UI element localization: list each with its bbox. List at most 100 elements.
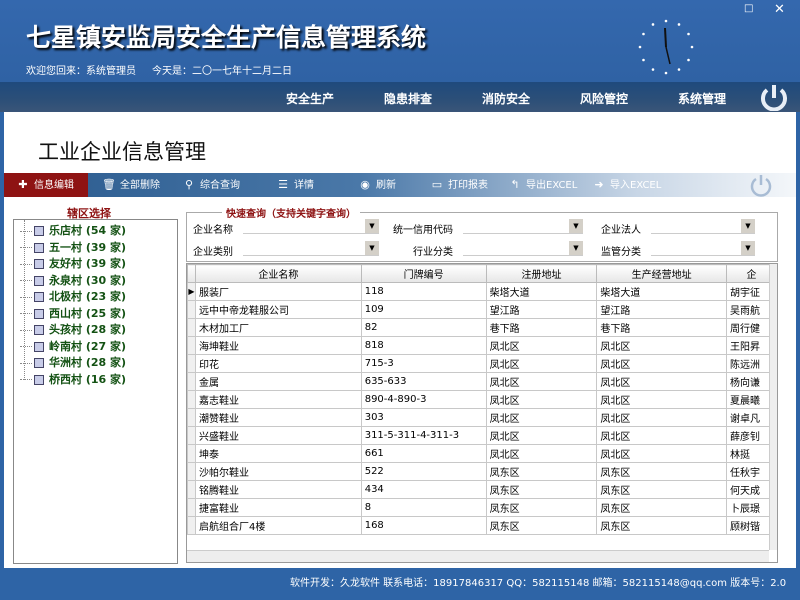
table-cell[interactable]: 凤北区 <box>485 354 598 373</box>
row-header[interactable] <box>187 354 196 373</box>
current-row-indicator[interactable]: ▶ <box>187 282 196 301</box>
table-cell[interactable]: 凤东区 <box>596 462 728 481</box>
table-cell[interactable]: 凤东区 <box>596 480 728 499</box>
table-cell[interactable]: 坤泰 <box>194 444 362 463</box>
table-cell[interactable]: 凤北区 <box>596 426 728 445</box>
table-cell[interactable]: 凤东区 <box>485 480 598 499</box>
table-cell[interactable]: 凤北区 <box>485 336 598 355</box>
table-row[interactable]: 铭腾鞋业 434 凤东区 凤东区 何天成 <box>187 480 777 499</box>
column-header[interactable]: 企业名称 <box>194 264 362 283</box>
table-cell[interactable]: 望江路 <box>485 300 598 319</box>
chevron-down-icon[interactable]: ▼ <box>365 241 379 255</box>
print-button[interactable]: ▭ 打印报表 <box>426 173 488 197</box>
table-cell[interactable]: 凤东区 <box>485 498 598 517</box>
table-cell[interactable]: 凤东区 <box>596 498 728 517</box>
row-header[interactable] <box>187 300 196 319</box>
table-cell[interactable]: 潮赞鞋业 <box>194 408 362 427</box>
credit-code-select[interactable]: ▼ <box>463 219 583 234</box>
chevron-down-icon[interactable]: ▼ <box>741 241 755 255</box>
table-row[interactable]: 远中中帝龙鞋服公司 109 望江路 望江路 吴雨航 <box>187 300 777 319</box>
details-button[interactable]: ☰ 详情 <box>272 173 314 197</box>
industry-select[interactable]: ▼ <box>463 241 583 256</box>
row-header[interactable] <box>187 318 196 337</box>
district-item[interactable]: 五一村 (39 家) <box>20 240 126 256</box>
table-cell[interactable]: 沙帕尔鞋业 <box>194 462 362 481</box>
column-header[interactable]: 注册地址 <box>485 264 598 283</box>
row-header[interactable] <box>187 462 196 481</box>
chevron-down-icon[interactable]: ▼ <box>365 219 379 233</box>
table-cell[interactable]: 兴盛鞋业 <box>194 426 362 445</box>
table-cell[interactable]: 434 <box>360 480 487 499</box>
table-row[interactable]: 嘉志鞋业 890-4-890-3 凤北区 凤北区 夏晨曦 <box>187 390 777 409</box>
chevron-down-icon[interactable]: ▼ <box>569 241 583 255</box>
close-button[interactable]: ✕ <box>774 2 785 17</box>
maximize-button[interactable]: □ <box>744 3 754 14</box>
table-cell[interactable]: 远中中帝龙鞋服公司 <box>194 300 362 319</box>
table-cell[interactable]: 522 <box>360 462 487 481</box>
power-icon[interactable] <box>748 173 774 197</box>
table-cell[interactable]: 635-633 <box>360 372 487 391</box>
nav-risk-control[interactable]: 风险管控 <box>580 92 629 106</box>
table-cell[interactable]: 661 <box>360 444 487 463</box>
district-item[interactable]: 华洲村 (28 家) <box>20 355 126 371</box>
row-header[interactable] <box>187 426 196 445</box>
export-excel-button[interactable]: ↰ 导出EXCEL <box>504 173 577 197</box>
table-cell[interactable]: 凤东区 <box>485 516 598 535</box>
company-type-select[interactable]: ▼ <box>243 241 379 256</box>
row-header[interactable] <box>187 408 196 427</box>
table-cell[interactable]: 凤东区 <box>485 462 598 481</box>
supervision-select[interactable]: ▼ <box>651 241 755 256</box>
table-cell[interactable]: 8 <box>360 498 487 517</box>
table-row[interactable]: 兴盛鞋业 311-5-311-4-311-3 凤北区 凤北区 薛彦钊 <box>187 426 777 445</box>
district-item[interactable]: 岭南村 (27 家) <box>20 339 126 355</box>
nav-safety-production[interactable]: 安全生产 <box>286 92 335 106</box>
row-header[interactable] <box>187 498 196 517</box>
table-cell[interactable]: 木材加工厂 <box>194 318 362 337</box>
table-cell[interactable]: 凤北区 <box>596 408 728 427</box>
district-item[interactable]: 北极村 (23 家) <box>20 289 126 305</box>
chevron-down-icon[interactable]: ▼ <box>569 219 583 233</box>
vertical-scrollbar[interactable] <box>769 264 777 550</box>
table-cell[interactable]: 巷下路 <box>596 318 728 337</box>
table-row[interactable]: 潮赞鞋业 303 凤北区 凤北区 谢卓凡 <box>187 408 777 427</box>
table-cell[interactable]: 启航组合厂4楼 <box>194 516 362 535</box>
table-cell[interactable]: 海坤鞋业 <box>194 336 362 355</box>
refresh-button[interactable]: ◉ 刷新 <box>354 173 396 197</box>
table-cell[interactable]: 顾树锴 <box>726 516 777 535</box>
table-cell[interactable]: 巷下路 <box>485 318 598 337</box>
table-row[interactable]: 捷富鞋业 8 凤东区 凤东区 卜辰璟 <box>187 498 777 517</box>
table-cell[interactable]: 凤北区 <box>596 372 728 391</box>
table-cell[interactable]: 柴塔大道 <box>485 282 598 301</box>
table-cell[interactable]: 捷富鞋业 <box>194 498 362 517</box>
row-header[interactable] <box>187 444 196 463</box>
table-cell[interactable]: 168 <box>360 516 487 535</box>
delete-all-button[interactable]: 🗑 全部删除 <box>98 173 160 197</box>
district-item[interactable]: 永泉村 (30 家) <box>20 273 126 289</box>
row-header[interactable] <box>187 480 196 499</box>
row-header[interactable] <box>187 390 196 409</box>
nav-fire-safety[interactable]: 消防安全 <box>482 92 531 106</box>
table-cell[interactable]: 715-3 <box>360 354 487 373</box>
table-row[interactable]: 海坤鞋业 818 凤北区 凤北区 王阳昇 <box>187 336 777 355</box>
table-cell[interactable]: 望江路 <box>596 300 728 319</box>
table-cell[interactable]: 311-5-311-4-311-3 <box>360 426 487 445</box>
table-row[interactable]: 木材加工厂 82 巷下路 巷下路 周行健 <box>187 318 777 337</box>
chevron-down-icon[interactable]: ▼ <box>741 219 755 233</box>
column-header[interactable]: 企 <box>726 264 777 283</box>
table-row[interactable]: ▶ 服装厂 118 柴塔大道 柴塔大道 胡宇征 <box>187 282 777 301</box>
table-cell[interactable]: 818 <box>360 336 487 355</box>
table-cell[interactable]: 凤北区 <box>485 372 598 391</box>
district-item[interactable]: 友好村 (39 家) <box>20 256 126 272</box>
table-cell[interactable]: 印花 <box>194 354 362 373</box>
table-cell[interactable]: 凤北区 <box>485 444 598 463</box>
row-header[interactable] <box>187 336 196 355</box>
table-cell[interactable]: 303 <box>360 408 487 427</box>
table-cell[interactable]: 凤北区 <box>596 354 728 373</box>
table-cell[interactable]: 服装厂 <box>194 282 362 301</box>
table-cell[interactable]: 82 <box>360 318 487 337</box>
district-item[interactable]: 西山村 (25 家) <box>20 306 126 322</box>
table-cell[interactable]: 凤北区 <box>596 444 728 463</box>
column-header[interactable]: 生产经营地址 <box>596 264 728 283</box>
table-row[interactable]: 印花 715-3 凤北区 凤北区 陈远洲 <box>187 354 777 373</box>
edit-button[interactable]: ✚ 信息编辑 <box>4 173 88 197</box>
